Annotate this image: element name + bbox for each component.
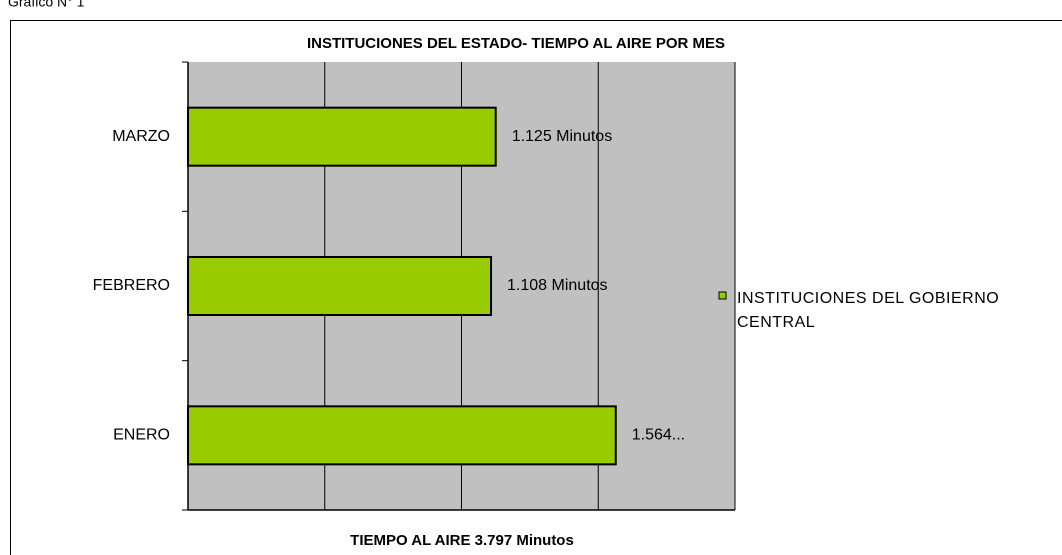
- header: Gráfico N° 1: [8, 0, 85, 10]
- value-label: 1.108 Minutos: [507, 277, 608, 294]
- y-tick-label: MARZO: [112, 128, 170, 145]
- y-tick-label: FEBRERO: [93, 277, 170, 294]
- y-tick-label: ENERO: [113, 427, 170, 444]
- value-label: 1.564...: [632, 427, 685, 444]
- bar: [187, 256, 493, 316]
- bar: [187, 405, 617, 466]
- value-label: 1.125 Minutos: [512, 128, 613, 145]
- legend-label: INSTITUCIONES DEL GOBIERNO CENTRAL: [737, 290, 1000, 331]
- bar: [187, 106, 497, 167]
- chart-title: INSTITUCIONES DEL ESTADO- TIEMPO AL AIRE…: [307, 35, 725, 52]
- x-axis-label: TIEMPO AL AIRE 3.797 Minutos: [350, 532, 574, 549]
- legend-marker: [718, 291, 727, 300]
